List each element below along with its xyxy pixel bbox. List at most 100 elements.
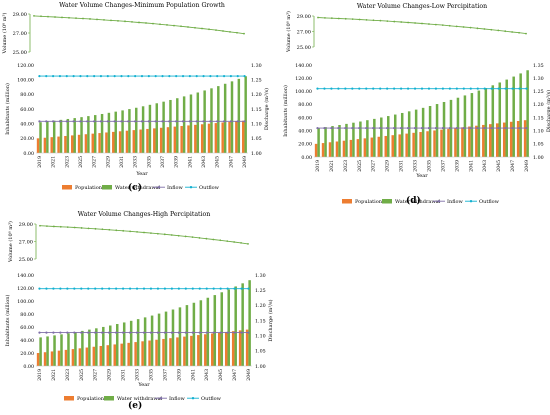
legend-label: Outflow xyxy=(199,185,220,191)
right-tick-label: 1.10 xyxy=(533,129,544,135)
population-bar xyxy=(224,331,228,366)
outflow-point xyxy=(243,75,246,78)
x-tick-label: 2029 xyxy=(105,156,111,168)
withdrawal-bar xyxy=(213,295,217,366)
withdrawal-bar xyxy=(169,99,172,153)
legend-label: Inflow xyxy=(169,396,186,402)
legend-label: Water withdrawal xyxy=(117,396,163,402)
withdrawal-bar xyxy=(102,326,105,366)
x-tick-label: 2041 xyxy=(190,369,196,381)
outflow-point xyxy=(184,287,187,290)
withdrawal-bar xyxy=(88,329,91,366)
population-bar xyxy=(321,143,325,157)
withdrawal-bar xyxy=(456,97,460,157)
inflow-point xyxy=(247,331,250,334)
volume-point xyxy=(379,19,382,22)
left-tick-label: 100.00 xyxy=(295,89,312,95)
right-tick-label: 1.05 xyxy=(251,136,262,142)
inflow-point xyxy=(134,120,137,123)
outflow-point xyxy=(94,287,97,290)
volume-point xyxy=(497,29,500,32)
volume-point xyxy=(226,240,229,243)
outflow-point xyxy=(79,75,82,78)
legend-swatch-population xyxy=(62,185,72,190)
left-tick-label: 60.00 xyxy=(298,115,312,121)
outflow-point xyxy=(163,287,167,290)
left-tick-label: 20.00 xyxy=(20,351,34,357)
withdrawal-bar xyxy=(505,79,508,157)
volume-tick-label: 29.00 xyxy=(19,222,33,228)
x-tick-label: 2041 xyxy=(187,156,193,168)
inflow-point xyxy=(59,331,62,334)
population-bar xyxy=(64,349,68,366)
population-bar xyxy=(405,133,408,157)
outflow-point xyxy=(420,87,424,90)
outflow-point xyxy=(93,75,96,78)
inflow-point xyxy=(476,126,479,130)
x-tick-label: 2045 xyxy=(215,156,221,168)
inflow-point xyxy=(99,120,103,123)
outflow-point xyxy=(351,87,354,90)
volume-point xyxy=(208,28,210,31)
chart-d-svg: Water Volume Changes-Low Percipitation 25… xyxy=(282,3,550,205)
x-tick-label: 2039 xyxy=(454,160,460,172)
inflow-point xyxy=(469,126,472,130)
population-bar xyxy=(204,334,207,366)
population-bar xyxy=(183,336,186,366)
outflow-point xyxy=(365,87,368,90)
x-tick-label: 2021 xyxy=(329,160,335,172)
outflow-point xyxy=(38,287,41,290)
volume-point xyxy=(194,26,196,29)
right-tick-label: 1.00 xyxy=(533,155,544,161)
outflow-point xyxy=(149,287,153,290)
inflow-point xyxy=(149,331,153,334)
left-tick-label: 80.00 xyxy=(298,102,312,108)
population-bar xyxy=(176,337,179,366)
left-tick-label: 0.00 xyxy=(301,155,312,161)
population-bar xyxy=(141,341,144,366)
population-bar xyxy=(489,124,492,157)
x-tick-label: 2039 xyxy=(176,369,182,381)
outflow-point xyxy=(434,87,438,90)
outflow-point xyxy=(134,75,137,78)
withdrawal-bar xyxy=(114,111,117,153)
withdrawal-bar xyxy=(128,109,131,153)
withdrawal-bar xyxy=(59,119,63,153)
legend-swatch-withdrawal xyxy=(382,199,392,204)
inflow-point xyxy=(233,331,236,334)
volume-point xyxy=(191,236,194,239)
volume-point xyxy=(317,16,319,19)
volume-tick-label: 27.00 xyxy=(297,29,311,35)
legend-swatch-withdrawal xyxy=(102,185,112,190)
population-bar xyxy=(50,137,53,153)
population-bar xyxy=(419,132,422,157)
withdrawal-bar xyxy=(53,335,56,366)
withdrawal-bar xyxy=(52,120,56,153)
population-bar xyxy=(77,134,81,153)
volume-point xyxy=(136,230,138,233)
withdrawal-bar xyxy=(352,122,355,157)
volume-tick-label: 29.00 xyxy=(13,12,27,18)
inflow-point xyxy=(86,120,89,123)
inflow-point xyxy=(170,331,173,334)
population-bar xyxy=(91,133,94,153)
volume-point xyxy=(108,228,111,231)
withdrawal-bar xyxy=(230,81,234,153)
volume-point xyxy=(87,227,90,230)
volume-point xyxy=(40,15,42,18)
outflow-point xyxy=(497,87,500,90)
inflow-point xyxy=(184,331,187,334)
volume-point xyxy=(152,22,154,25)
volume-point xyxy=(358,18,361,21)
x-tick-label: 2023 xyxy=(65,369,71,381)
population-bar xyxy=(112,131,115,153)
withdrawal-bar xyxy=(470,93,474,157)
withdrawal-bar xyxy=(210,88,213,153)
x-tick-label: 2049 xyxy=(242,156,248,168)
volume-point xyxy=(233,241,236,243)
withdrawal-bar xyxy=(178,307,182,366)
outflow-point xyxy=(525,87,528,90)
outflow-point xyxy=(72,75,75,78)
withdrawal-bar xyxy=(100,113,104,153)
legend-label: Inflow xyxy=(447,199,464,205)
